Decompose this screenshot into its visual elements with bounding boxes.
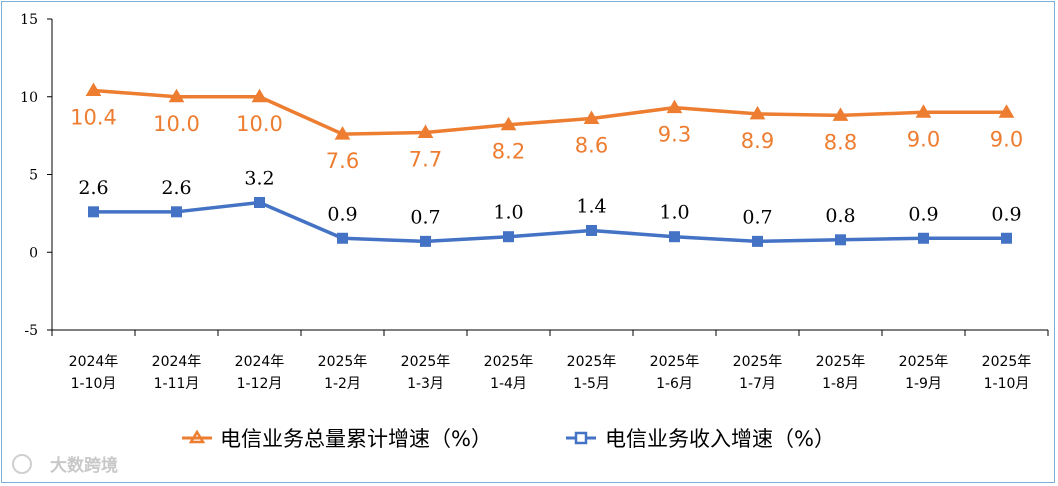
data-point-triangle	[500, 116, 517, 131]
data-label: 8.9	[741, 129, 774, 153]
x-tick-label-year: 2025年	[733, 354, 783, 370]
data-label: 1.4	[576, 195, 606, 217]
data-label: 9.0	[907, 127, 940, 151]
data-point-square	[1001, 232, 1012, 244]
data-label: 0.8	[825, 205, 855, 227]
data-point-square	[918, 232, 929, 244]
x-tick-label-period: 1-5月	[573, 376, 610, 392]
data-point-triangle	[998, 104, 1015, 118]
x-tick-label-period: 1-11月	[154, 376, 200, 392]
x-tick-label-period: 1-9月	[905, 376, 942, 392]
x-tick-label-year: 2025年	[982, 354, 1032, 370]
data-point-triangle	[666, 99, 683, 114]
y-tick-label: 0	[29, 245, 38, 261]
legend-marker-square	[574, 431, 588, 445]
watermark-logo-icon	[12, 454, 32, 474]
data-label: 1.0	[659, 202, 689, 224]
y-tick-label: 15	[20, 12, 38, 28]
x-tick-label-period: 1-6月	[656, 376, 693, 392]
series-line-volume	[93, 88, 1007, 136]
data-point-triangle	[749, 105, 766, 120]
y-tick-label: -5	[24, 323, 38, 339]
data-label: 8.6	[575, 134, 608, 158]
data-point-square	[337, 232, 348, 244]
data-point-square	[171, 206, 182, 218]
data-label: 7.7	[409, 148, 442, 172]
data-point-square	[669, 231, 680, 243]
data-point-square	[420, 235, 431, 247]
data-label: 1.0	[493, 202, 523, 224]
x-tick-label-period: 1-4月	[490, 376, 527, 392]
x-tick-label-year: 2024年	[235, 354, 285, 370]
legend-label-revenue: 电信业务收入增速（%）	[605, 427, 835, 451]
x-tick-label-year: 2024年	[69, 354, 119, 370]
data-point-triangle	[168, 88, 185, 103]
data-point-square	[586, 224, 597, 236]
data-point-square	[835, 234, 846, 246]
data-label: 10.0	[236, 112, 283, 136]
x-tick-label-period: 1-8月	[822, 376, 859, 392]
x-tick-label-year: 2025年	[484, 354, 534, 370]
x-tick-label-period: 1-3月	[407, 376, 444, 392]
data-point-triangle	[251, 88, 268, 103]
x-tick-label-year: 2025年	[899, 354, 949, 370]
y-tick-label: 10	[20, 90, 38, 106]
data-point-square	[752, 235, 763, 247]
data-label: 2.6	[78, 177, 108, 199]
data-point-triangle	[583, 110, 600, 125]
data-label: 0.7	[742, 206, 772, 228]
watermark-text: 大数跨境	[50, 455, 118, 476]
data-point-square	[254, 196, 265, 208]
x-tick-label-year: 2025年	[318, 354, 368, 370]
data-label: 0.7	[410, 206, 440, 228]
data-label: 2.6	[161, 177, 191, 199]
data-label: 10.0	[153, 112, 200, 136]
data-label: 8.8	[824, 130, 857, 154]
x-tick-label-period: 1-10月	[71, 376, 117, 392]
data-label: 10.4	[70, 106, 117, 130]
data-point-triangle	[85, 82, 102, 97]
y-tick-label: 5	[29, 168, 38, 184]
legend-label-volume: 电信业务总量累计增速（%）	[220, 427, 492, 451]
x-tick-label-year: 2025年	[816, 354, 866, 370]
legend-marker-triangle	[188, 429, 206, 444]
x-tick-label-year: 2025年	[650, 354, 700, 370]
series-line-revenue	[93, 200, 1007, 244]
data-point-triangle	[832, 107, 849, 121]
data-label: 9.3	[658, 123, 691, 147]
data-point-triangle	[417, 124, 434, 139]
data-label: 0.9	[327, 203, 357, 225]
data-label: 8.2	[492, 140, 525, 164]
data-label: 9.0	[990, 127, 1023, 151]
data-label: 0.9	[991, 203, 1021, 225]
x-tick-label-period: 1-7月	[739, 376, 776, 392]
data-label: 7.6	[326, 149, 359, 173]
x-tick-label-year: 2024年	[152, 354, 202, 370]
x-tick-label-year: 2025年	[401, 354, 451, 370]
data-label: 0.9	[908, 203, 938, 225]
data-point-square	[503, 231, 514, 243]
x-tick-label-year: 2025年	[567, 354, 617, 370]
data-label: 3.2	[244, 167, 274, 189]
data-point-triangle	[915, 104, 932, 118]
data-point-square	[88, 206, 99, 218]
x-tick-label-period: 1-12月	[237, 376, 283, 392]
x-tick-label-period: 1-2月	[324, 376, 361, 392]
x-tick-label-period: 1-10月	[984, 376, 1030, 392]
data-point-triangle	[334, 126, 351, 140]
